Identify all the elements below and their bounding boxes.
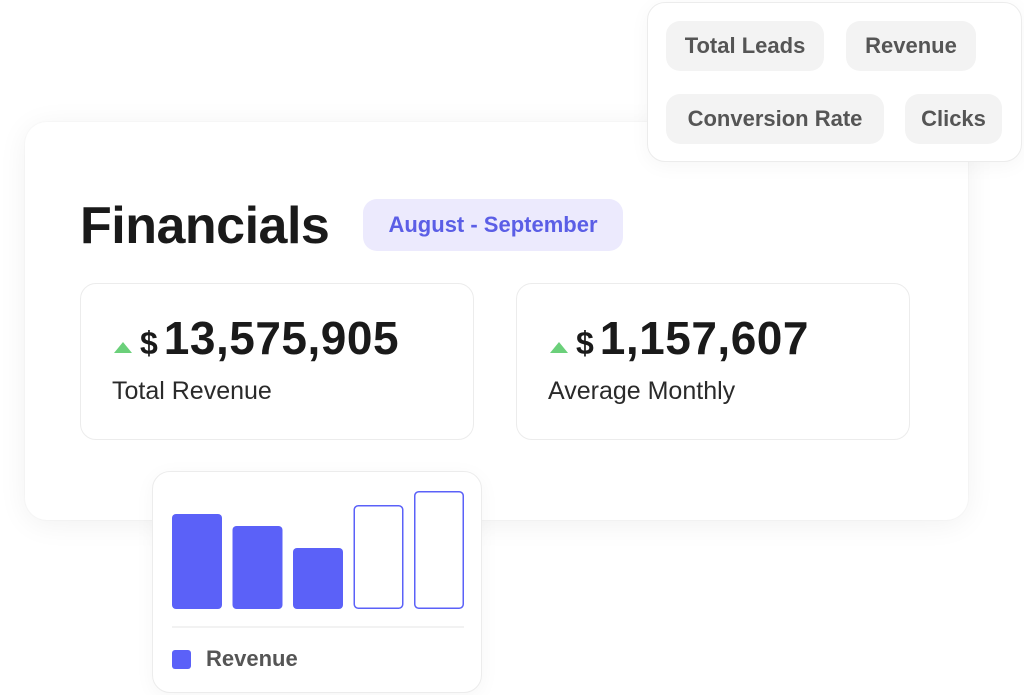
currency-symbol: $ xyxy=(576,325,594,361)
page-title: Financials xyxy=(80,197,330,255)
total-revenue-value: 13,575,905 xyxy=(163,312,400,364)
legend-swatch xyxy=(172,649,191,669)
metric-option-clicks[interactable]: Clicks xyxy=(905,94,1002,144)
legend-label: Revenue xyxy=(206,646,298,671)
average-monthly-label: Average Monthly xyxy=(548,377,736,405)
chart-legend: Revenue xyxy=(172,646,298,672)
total-revenue-card: $ 13,575,905 Total Revenue xyxy=(80,283,474,440)
metric-options-panel: Total Leads Revenue Conversion Rate Clic… xyxy=(647,2,1022,162)
trend-up-icon xyxy=(550,342,568,353)
date-range-chip[interactable]: August - September xyxy=(363,199,623,251)
revenue-bar-4 xyxy=(353,505,404,609)
metric-option-revenue[interactable]: Revenue xyxy=(846,21,976,71)
revenue-bar-5 xyxy=(414,491,464,609)
currency-symbol: $ xyxy=(140,325,158,361)
total-revenue-label: Total Revenue xyxy=(112,377,272,405)
stat-value-row: $ 13,575,905 xyxy=(114,312,399,364)
revenue-chart-card: Revenue xyxy=(152,471,482,693)
financials-card: Financials August - September $ 13,575,9… xyxy=(25,122,968,520)
revenue-bar-1 xyxy=(172,514,222,609)
metric-option-total-leads[interactable]: Total Leads xyxy=(666,21,824,71)
trend-up-icon xyxy=(114,342,132,353)
revenue-bar-3 xyxy=(293,548,343,609)
revenue-bar-chart xyxy=(172,491,464,628)
revenue-bar-2 xyxy=(232,526,283,609)
stat-value-row: $ 1,157,607 xyxy=(550,312,809,364)
average-monthly-card: $ 1,157,607 Average Monthly xyxy=(516,283,910,440)
average-monthly-value: 1,157,607 xyxy=(599,312,809,364)
metric-option-conversion-rate[interactable]: Conversion Rate xyxy=(666,94,884,144)
